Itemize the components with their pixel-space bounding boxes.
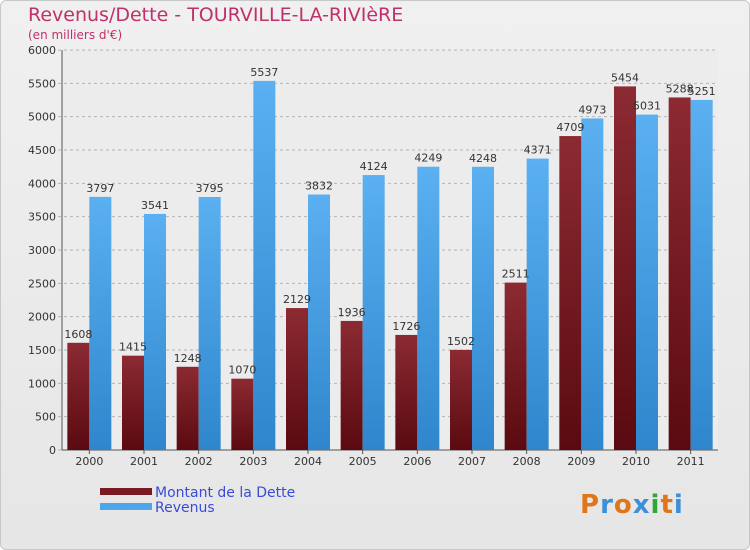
- y-tick-label: 0: [49, 444, 56, 457]
- y-tick-label: 4500: [28, 144, 56, 157]
- legend-swatch-dette: [100, 487, 152, 495]
- dette-bar: [450, 349, 472, 450]
- revenus-value-label: 3795: [196, 182, 224, 195]
- dette-bar: [122, 355, 144, 450]
- dette-value-label: 5454: [611, 71, 639, 84]
- dette-value-label: 5288: [666, 82, 694, 95]
- y-tick-label: 500: [35, 411, 56, 424]
- legend: Montant de la Dette Revenus: [100, 486, 295, 516]
- x-tick-label: 2010: [622, 455, 650, 468]
- revenus-bar: [472, 166, 494, 451]
- logo-letter: o: [613, 490, 633, 520]
- legend-label-dette: Montant de la Dette: [155, 485, 296, 501]
- x-tick-label: 2007: [458, 455, 486, 468]
- x-tick-label: 2001: [130, 455, 158, 468]
- dette-value-label: 1070: [228, 364, 256, 377]
- revenus-bar: [144, 213, 166, 450]
- revenus-bar: [89, 196, 112, 450]
- x-tick-label: 2005: [349, 455, 377, 468]
- x-tick-label: 2008: [513, 455, 541, 468]
- logo-letter: t: [660, 490, 674, 520]
- y-tick-label: 6000: [28, 44, 56, 57]
- dette-value-label: 1502: [447, 335, 475, 348]
- revenus-bar: [308, 194, 330, 450]
- y-tick-label: 2500: [28, 277, 56, 290]
- revenus-value-label: 3541: [141, 199, 169, 212]
- revenus-bar: [198, 197, 221, 450]
- dette-value-label: 4709: [556, 121, 584, 134]
- revenus-value-label: 4973: [578, 103, 606, 116]
- logo-letter: r: [600, 490, 614, 520]
- revenus-value-label: 4249: [414, 152, 442, 165]
- x-tick-label: 2000: [75, 455, 103, 468]
- logo-letter: i: [650, 490, 661, 520]
- legend-swatch-revenus: [100, 502, 152, 510]
- revenus-value-label: 3797: [86, 182, 114, 195]
- dette-bar: [559, 136, 582, 451]
- legend-item-revenus: Revenus: [100, 501, 295, 516]
- logo-letter: i: [673, 490, 684, 520]
- y-tick-label: 3000: [28, 244, 56, 257]
- proxiti-logo: Proxiti: [580, 490, 684, 520]
- revenus-bar: [581, 118, 604, 450]
- dette-bar: [231, 378, 254, 450]
- x-tick-label: 2002: [185, 455, 213, 468]
- revenus-bar: [526, 158, 549, 450]
- revenus-value-label: 4371: [524, 144, 552, 157]
- revenus-bar: [253, 80, 276, 450]
- y-tick-label: 1500: [28, 344, 56, 357]
- revenus-value-label: 5031: [633, 100, 661, 113]
- dette-value-label: 1248: [174, 352, 202, 365]
- x-tick-label: 2003: [239, 455, 267, 468]
- y-tick-label: 1000: [28, 377, 56, 390]
- y-tick-label: 5500: [28, 77, 56, 90]
- dette-bar: [668, 97, 691, 450]
- legend-item-dette: Montant de la Dette: [100, 486, 295, 501]
- y-tick-label: 5000: [28, 111, 56, 124]
- dette-bar: [395, 334, 418, 450]
- revenus-bar: [362, 175, 385, 451]
- revenus-value-label: 5251: [688, 85, 716, 98]
- dette-bar: [340, 320, 363, 450]
- dette-value-label: 1936: [338, 306, 366, 319]
- revenus-value-label: 5537: [250, 66, 278, 79]
- dette-bar: [176, 366, 199, 450]
- revenus-value-label: 3832: [305, 180, 333, 193]
- y-tick-label: 4000: [28, 177, 56, 190]
- revenus-bar: [690, 99, 713, 450]
- dette-value-label: 1608: [64, 328, 92, 341]
- dette-bar: [67, 342, 90, 450]
- x-tick-label: 2011: [677, 455, 705, 468]
- x-tick-label: 2006: [403, 455, 431, 468]
- dette-value-label: 2511: [502, 268, 530, 281]
- dette-bar: [614, 86, 636, 451]
- dette-bar: [504, 282, 527, 450]
- chart-subtitle: (en milliers d'€): [28, 28, 123, 42]
- logo-letter: P: [580, 490, 601, 520]
- revenus-value-label: 4248: [469, 152, 497, 165]
- y-tick-label: 3500: [28, 211, 56, 224]
- dette-value-label: 1726: [392, 320, 420, 333]
- revenus-value-label: 4124: [360, 160, 388, 173]
- x-tick-label: 2009: [567, 455, 595, 468]
- dette-bar: [286, 308, 308, 450]
- y-tick-label: 2000: [28, 311, 56, 324]
- logo-letter: x: [632, 490, 651, 520]
- dette-value-label: 2129: [283, 293, 311, 306]
- x-tick-label: 2004: [294, 455, 322, 468]
- revenus-bar: [417, 166, 440, 450]
- chart-title: Revenus/Dette - TOURVILLE-LA-RIVIèRE: [28, 4, 404, 26]
- legend-label-revenus: Revenus: [155, 500, 215, 516]
- dette-value-label: 1415: [119, 341, 147, 354]
- revenus-bar: [636, 114, 658, 450]
